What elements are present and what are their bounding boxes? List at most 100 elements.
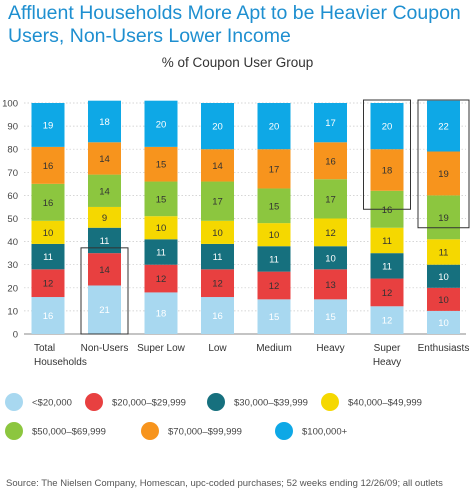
bar-segment	[257, 271, 291, 300]
data-label: 20	[212, 122, 223, 133]
x-tick-label: Super Low	[137, 343, 186, 354]
y-tick-label: 80	[7, 145, 18, 156]
legend-swatch	[141, 422, 159, 440]
data-label: 19	[43, 120, 54, 131]
data-label: 10	[325, 253, 336, 264]
data-label: 12	[325, 228, 336, 239]
data-label: 16	[43, 161, 54, 172]
legend-label: $30,000–$39,999	[234, 398, 308, 409]
bar-segment	[201, 269, 234, 298]
bar-segment	[427, 310, 460, 334]
bar-segment	[31, 220, 65, 244]
bar-segment	[31, 103, 65, 147]
highlight-box	[417, 99, 470, 229]
highlight-box	[80, 247, 129, 335]
data-label: 11	[213, 252, 223, 263]
data-label: 20	[156, 119, 167, 130]
data-label: 17	[212, 197, 223, 208]
bar-segment	[370, 103, 404, 150]
bar-segment	[144, 181, 178, 217]
legend-swatch	[207, 393, 225, 411]
bar-segment	[201, 243, 234, 270]
bar-segment	[314, 179, 347, 219]
data-label: 10	[438, 318, 449, 329]
y-tick-label: 50	[7, 214, 18, 225]
bar-segment	[88, 253, 121, 286]
data-label: 16	[382, 205, 393, 216]
bar-segment	[314, 246, 347, 270]
bar-segment	[88, 285, 121, 334]
bar-segment	[201, 181, 234, 221]
legend-swatch	[5, 422, 23, 440]
bar-segment	[88, 227, 121, 254]
y-tick-label: 30	[7, 260, 18, 271]
data-label: 19	[438, 169, 449, 180]
bar-segment	[427, 287, 460, 311]
bar-segment	[88, 142, 121, 175]
y-tick-label: 20	[7, 283, 18, 294]
x-tick-label: Heavy	[373, 357, 401, 368]
data-label: 16	[325, 156, 336, 167]
data-label: 16	[43, 198, 54, 209]
data-label: 16	[212, 311, 223, 322]
bar-segment	[144, 100, 178, 147]
bar-segment	[257, 188, 291, 224]
bar-segment	[427, 264, 460, 288]
bar-segment	[314, 299, 347, 334]
bar-segment	[88, 100, 121, 143]
x-tick-label: Enthusiasts	[418, 343, 470, 354]
bar-segment	[144, 239, 178, 265]
bar-segment	[370, 227, 404, 254]
bar-segment	[201, 297, 234, 334]
data-label: 10	[438, 272, 449, 283]
x-tick-label: Heavy	[316, 343, 344, 354]
data-label: 11	[269, 254, 279, 265]
data-label: 21	[99, 305, 110, 316]
data-label: 11	[382, 261, 392, 272]
bar-segment	[427, 100, 460, 152]
x-tick-label: Low	[208, 343, 227, 354]
legend-swatch	[275, 422, 293, 440]
bar-segment	[370, 278, 404, 307]
data-label: 12	[212, 279, 223, 290]
bar-segment	[31, 297, 65, 334]
data-label: 15	[325, 312, 336, 323]
y-tick-label: 10	[7, 306, 18, 317]
legend-label: $70,000–$99,999	[168, 427, 242, 438]
y-tick-label: 100	[2, 99, 18, 110]
data-label: 14	[99, 186, 110, 197]
data-label: 14	[212, 161, 223, 172]
data-label: 17	[325, 118, 336, 129]
bar-segment	[257, 299, 291, 334]
data-label: 17	[269, 164, 280, 175]
legend-swatch	[85, 393, 103, 411]
x-tick-label: Super	[374, 343, 401, 354]
source-note: Source: The Nielsen Company, Homescan, u…	[6, 478, 443, 489]
chart-subtitle: % of Coupon User Group	[161, 55, 314, 70]
data-label: 11	[43, 252, 53, 263]
data-label: 17	[325, 194, 336, 205]
data-label: 15	[156, 194, 167, 205]
x-tick-label: Non-Users	[81, 343, 129, 354]
data-label: 16	[43, 311, 54, 322]
data-label: 13	[325, 280, 336, 291]
data-label: 10	[212, 228, 223, 239]
legend-label: $100,000+	[302, 427, 348, 438]
highlight-box	[363, 99, 411, 210]
bar-segment	[427, 151, 460, 196]
data-label: 11	[156, 247, 166, 258]
bar-segment	[257, 103, 291, 150]
data-label: 12	[382, 316, 393, 327]
data-label: 18	[382, 165, 393, 176]
data-label: 12	[43, 279, 54, 290]
chart-title: Affluent Households More Apt to be Heavi…	[8, 2, 461, 47]
legend-label: $40,000–$49,999	[348, 398, 422, 409]
y-tick-label: 0	[13, 330, 18, 341]
data-label: 15	[269, 312, 280, 323]
bar-segment	[427, 239, 460, 265]
legend-label: <$20,000	[32, 398, 72, 409]
stacked-bar-chart: 0 10 20 30 40 50 60 70 80 90 100 16 12 11 10 16 16 19 Tota…	[2, 99, 470, 440]
data-label: 12	[269, 281, 280, 292]
x-tick-label: Medium	[256, 343, 292, 354]
x-tick-label: Households	[34, 357, 87, 368]
